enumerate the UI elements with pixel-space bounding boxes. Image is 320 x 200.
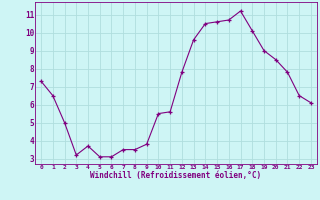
- X-axis label: Windchill (Refroidissement éolien,°C): Windchill (Refroidissement éolien,°C): [91, 171, 261, 180]
